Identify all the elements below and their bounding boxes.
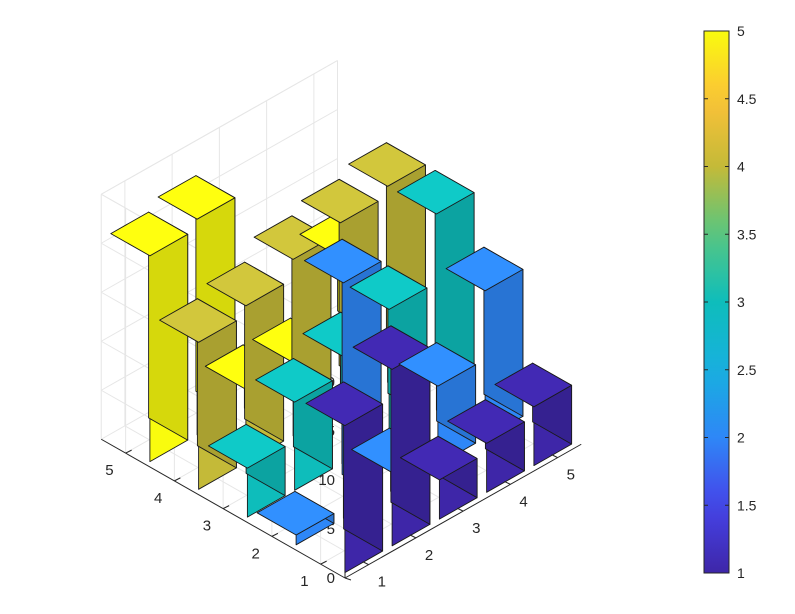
bars (110, 142, 573, 574)
colorbar-tick-label: 5 (737, 23, 745, 39)
series-tick-label: 2 (252, 545, 260, 562)
series-tick-label: 3 (203, 518, 211, 535)
colorbar: 1 1.5 2 2.5 3 3.5 4 4.5 5 (703, 23, 757, 581)
colorbar-tick-label: 1 (737, 565, 745, 581)
colorbar-tick-label: 3 (737, 294, 745, 310)
category-tick-label: 4 (519, 493, 527, 510)
bar-3-1 (207, 423, 286, 518)
bar-5-1 (110, 211, 189, 463)
category-tick-label: 1 (378, 574, 386, 591)
colorbar-tick-label: 1.5 (737, 497, 757, 513)
colorbar-tick-label: 4 (737, 159, 745, 175)
category-tick-label: 5 (567, 467, 575, 484)
bar-1-3 (399, 435, 478, 520)
colorbar-tick-label: 4.5 (737, 91, 757, 107)
series-tick-label: 4 (154, 490, 162, 507)
colorbar-tick-label: 3.5 (737, 226, 757, 242)
z-tick-label: 0 (327, 570, 335, 587)
bar-1-4 (447, 399, 525, 493)
z-tick-label: 5 (327, 521, 335, 538)
z-tick-label: 10 (318, 472, 335, 489)
colorbar-tick-label: 2.5 (737, 362, 757, 378)
category-tick-label: 3 (472, 520, 480, 537)
series-tick-label: 5 (105, 462, 113, 479)
front-axes: 1 2 3 4 5 1 2 3 4 5 (101, 438, 582, 591)
series-tick-label: 1 (300, 573, 308, 590)
bar-2-1 (256, 490, 335, 546)
category-tick-label: 2 (425, 547, 433, 564)
bar-1-5 (494, 362, 573, 467)
colorbar-tick-label: 2 (737, 430, 745, 446)
